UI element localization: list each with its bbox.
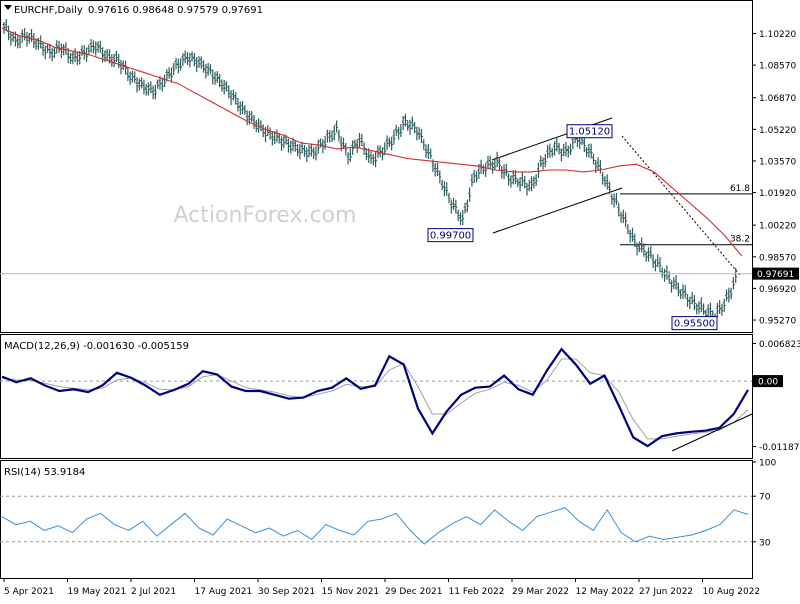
- rsi-y-tick-label: 70: [759, 493, 771, 503]
- x-tick-label: 17 Aug 2021: [195, 587, 253, 597]
- rsi-y-tick-label: 30: [759, 538, 771, 548]
- price-panel-ohlc: 0.97616 0.98648 0.97579 0.97691: [88, 5, 263, 16]
- channel-lower-line: [492, 187, 623, 234]
- price-y-tick-label: 0.95270: [759, 317, 796, 327]
- macd-panel: MACD(12,26,9) -0.001630 -0.005159 0.0068…: [0, 334, 800, 459]
- price-annotation-label: 0.99700: [430, 231, 471, 242]
- price-panel: EURCHF,Daily 0.97616 0.98648 0.97579 0.9…: [0, 0, 799, 333]
- fib-label: 38.2: [730, 235, 750, 245]
- x-tick-label: 5 Apr 2021: [4, 587, 54, 597]
- x-tick-label: 30 Sep 2021: [258, 587, 315, 597]
- macd-zero-box: [753, 375, 783, 388]
- price-y-axis: 1.10220 1.08570 1.06870 1.05220 1.03570 1.019…: [752, 30, 796, 327]
- last-price-label: 0.97691: [757, 270, 794, 280]
- price-y-tick-label: 1.08570: [759, 62, 796, 72]
- x-tick-label: 15 Nov 2021: [322, 587, 380, 597]
- macd-panel-title: MACD(12,26,9) -0.001630 -0.005159: [4, 341, 189, 352]
- price-y-tick-label: 0.96920: [759, 285, 796, 295]
- watermark: ActionForex.com: [174, 203, 357, 228]
- last-price-marker: 0.97691: [0, 267, 799, 280]
- moving-average-line: [1, 27, 743, 257]
- x-tick-label: 19 May 2021: [68, 587, 127, 597]
- collapse-triangle-icon[interactable]: [4, 5, 12, 10]
- macd-y-tick-label: -0.011874: [759, 443, 800, 453]
- macd-line: [1, 347, 749, 448]
- price-annotations: 1.05120 0.99700 0.95500: [427, 124, 718, 331]
- price-annotation-label: 0.95500: [674, 319, 715, 330]
- macd-y-tick-label: 0.00: [758, 378, 778, 388]
- price-y-tick-label: 1.06870: [759, 94, 796, 104]
- price-y-tick-label: 1.05220: [759, 126, 796, 136]
- x-tick-label: 27 Jun 2022: [639, 587, 693, 597]
- date-x-axis: 5 Apr 2021 19 May 2021 2 Jul 2021 17 Aug 20…: [3, 578, 761, 597]
- rsi-panel-title: RSI(14) 53.9184: [4, 467, 85, 478]
- x-tick-label: 11 Feb 2022: [449, 587, 505, 597]
- price-y-tick-label: 1.10220: [759, 30, 796, 40]
- x-tick-label: 29 Mar 2022: [512, 587, 569, 597]
- price-annotation-box: [566, 124, 613, 139]
- price-y-tick-label: 1.03570: [759, 157, 796, 167]
- x-tick-label: 29 Dec 2021: [385, 587, 443, 597]
- macd-y-axis: 0.006823 0.00 -0.011874: [0, 340, 800, 453]
- x-tick-label: 10 Aug 2022: [703, 587, 761, 597]
- price-y-tick-label: 1.00220: [759, 222, 796, 232]
- macd-trendline: [671, 413, 753, 452]
- rsi-line: [1, 507, 749, 545]
- x-tick-label: 12 May 2022: [576, 587, 635, 597]
- rsi-y-axis: 100 70 30: [0, 459, 776, 548]
- rsi-y-tick-label: 100: [759, 459, 776, 469]
- price-annotation-box: [427, 228, 474, 243]
- macd-y-tick-label: 0.006823: [759, 340, 800, 350]
- fib-label: 61.8: [730, 184, 750, 194]
- price-y-tick-label: 0.98570: [759, 253, 796, 263]
- price-annotation-box: [671, 316, 718, 331]
- x-tick-label: 2 Jul 2021: [131, 587, 176, 597]
- rsi-panel: RSI(14) 53.9184 100 70 30: [0, 459, 776, 579]
- last-price-box: [753, 267, 799, 280]
- price-y-tick-label: 1.01920: [759, 189, 796, 199]
- price-annotation-label: 1.05120: [569, 127, 610, 138]
- price-panel-title: EURCHF,Daily: [14, 5, 83, 16]
